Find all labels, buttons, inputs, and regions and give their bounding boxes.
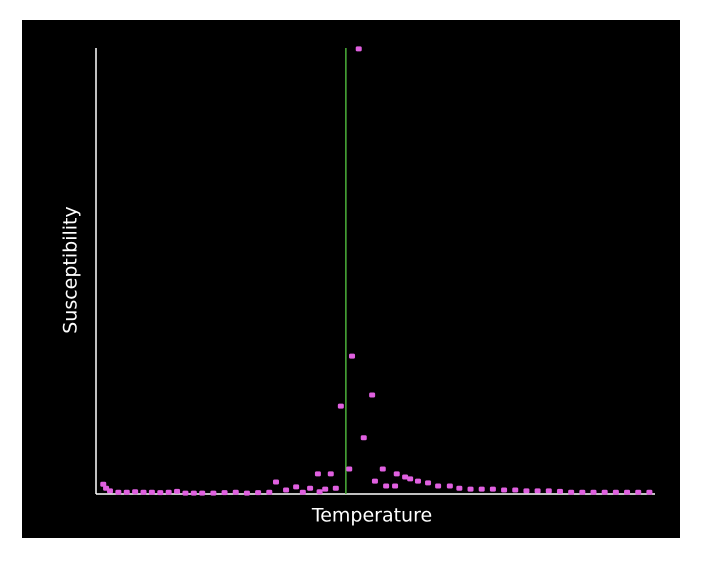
point — [283, 487, 290, 493]
point — [314, 471, 321, 477]
point — [327, 471, 334, 477]
point — [243, 490, 250, 496]
point — [140, 489, 147, 495]
point — [106, 488, 113, 494]
point — [255, 490, 262, 496]
point — [299, 489, 306, 495]
point — [467, 486, 474, 492]
plot-panel — [22, 20, 680, 538]
point — [293, 484, 300, 490]
point — [221, 490, 228, 496]
point — [556, 488, 563, 494]
point — [337, 403, 344, 409]
point — [371, 478, 378, 484]
point — [307, 485, 314, 491]
point — [123, 489, 130, 495]
point — [379, 466, 386, 472]
point — [579, 489, 586, 495]
point — [157, 490, 164, 496]
point — [646, 489, 653, 495]
point — [272, 479, 279, 485]
point — [435, 483, 442, 489]
point — [232, 489, 239, 495]
point — [199, 490, 206, 496]
y-axis-label: Susceptibility — [60, 206, 82, 334]
point — [132, 489, 139, 495]
point — [322, 486, 329, 492]
point — [512, 487, 519, 493]
point — [601, 489, 608, 495]
point — [266, 489, 273, 495]
point — [182, 490, 189, 496]
point — [369, 392, 376, 398]
point — [100, 481, 107, 487]
point — [590, 489, 597, 495]
point — [402, 474, 409, 480]
point — [456, 485, 463, 491]
point — [489, 486, 496, 492]
point — [115, 489, 122, 495]
point — [393, 471, 400, 477]
point — [501, 487, 508, 493]
point — [534, 488, 541, 494]
point — [383, 483, 390, 489]
point — [346, 466, 353, 472]
point — [446, 483, 453, 489]
point — [360, 435, 367, 441]
x-axis-label: Temperature — [311, 505, 432, 527]
point — [414, 478, 421, 484]
point — [210, 490, 217, 496]
point — [407, 476, 414, 482]
point — [624, 489, 631, 495]
point — [635, 489, 642, 495]
point — [523, 488, 530, 494]
point — [165, 489, 172, 495]
point — [148, 489, 155, 495]
point — [316, 489, 323, 495]
point — [545, 488, 552, 494]
point — [478, 486, 485, 492]
point — [332, 485, 339, 491]
point — [174, 488, 181, 494]
point — [392, 483, 399, 489]
point — [612, 489, 619, 495]
point — [190, 490, 197, 496]
point — [568, 489, 575, 495]
point — [355, 46, 362, 52]
point — [425, 480, 432, 486]
point — [349, 353, 356, 359]
